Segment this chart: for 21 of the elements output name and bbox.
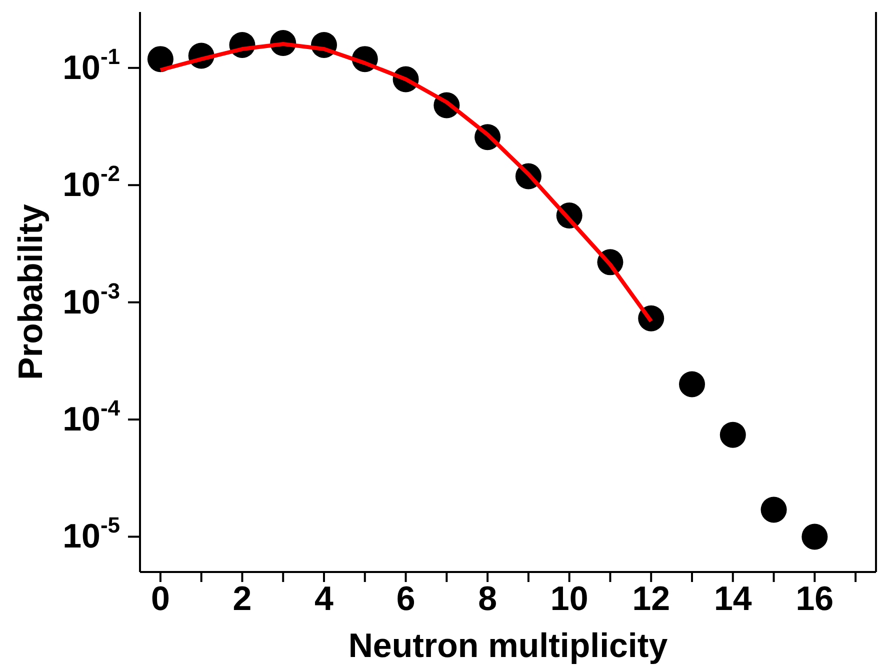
y-tick-label: 10$^{-4}$ bbox=[62, 395, 121, 439]
x-tick-label: 6 bbox=[396, 580, 416, 618]
point bbox=[147, 46, 174, 72]
x-tick-label: 2 bbox=[232, 580, 252, 618]
x-tick-label: 4 bbox=[314, 580, 334, 618]
point bbox=[802, 524, 828, 550]
y-tick-label: 10$^{-2}$ bbox=[62, 160, 120, 204]
y-tick-label: 10$^{-1}$ bbox=[62, 43, 120, 87]
x-axis-title: Neutron multiplicity bbox=[348, 627, 668, 665]
x-tick-label: 8 bbox=[478, 580, 498, 618]
point bbox=[679, 371, 705, 398]
y-tick-label: 10$^{-3}$ bbox=[62, 278, 120, 322]
x-tick-label: 0 bbox=[150, 580, 170, 618]
x-tick-label: 16 bbox=[796, 580, 834, 618]
x-tick-label: 10 bbox=[550, 580, 588, 618]
x-tick-label: 12 bbox=[632, 580, 670, 618]
x-tick-label: 14 bbox=[714, 580, 752, 618]
point bbox=[760, 496, 787, 523]
y-axis-title: Probability bbox=[12, 204, 50, 380]
y-tick-label: 10$^{-5}$ bbox=[62, 512, 120, 556]
point bbox=[720, 422, 746, 448]
